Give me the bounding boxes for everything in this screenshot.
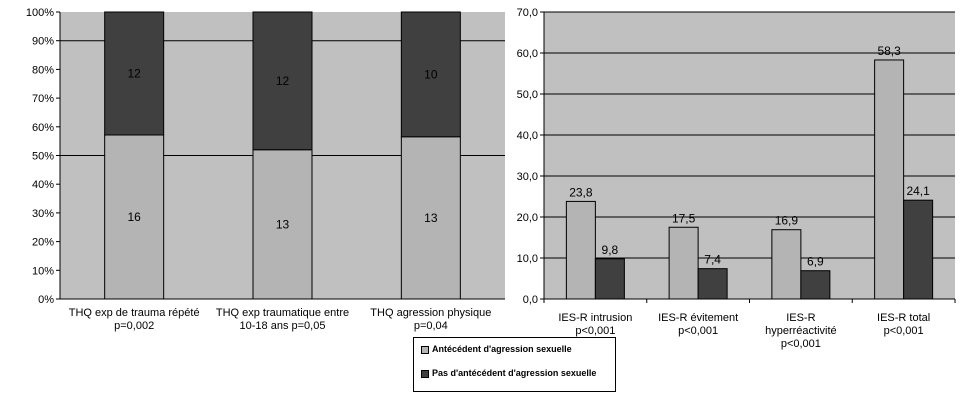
- category-label: p<0,001: [781, 338, 821, 350]
- category-label: p=0,04: [414, 320, 448, 332]
- data-label: 24,1: [906, 184, 930, 198]
- category-label: 10-18 ans p=0,05: [240, 320, 326, 332]
- data-label: 10: [424, 67, 438, 81]
- category-label: hyperréactivité: [765, 325, 837, 337]
- data-label: 12: [276, 74, 290, 88]
- category-label: p<0,001: [884, 325, 924, 337]
- y-tick-label: 10%: [32, 265, 54, 277]
- bar-with-history: [565, 200, 596, 300]
- category-label: IES-R total: [877, 312, 930, 324]
- data-label: 12: [127, 67, 141, 81]
- bar-without-history: [903, 199, 934, 300]
- y-tick-label: 40,0: [517, 130, 538, 142]
- y-tick-label: 20%: [32, 237, 54, 249]
- data-label: 13: [276, 217, 290, 231]
- legend-label: Antécédent d'agression sexuelle: [432, 344, 572, 354]
- bar-without-history: [594, 258, 625, 300]
- y-tick-label: 60,0: [517, 48, 538, 60]
- data-label: 6,9: [807, 255, 824, 269]
- y-tick-label: 50%: [32, 151, 54, 163]
- data-label: 58,3: [877, 44, 901, 58]
- y-tick-label: 10,0: [517, 253, 538, 265]
- y-tick-label: 0%: [38, 294, 54, 306]
- bar-without-history: [800, 270, 831, 300]
- category-label: p<0,001: [678, 325, 718, 337]
- y-tick-label: 70,0: [517, 7, 538, 19]
- y-tick-label: 60%: [32, 122, 54, 134]
- y-tick-label: 100%: [26, 7, 54, 19]
- category-label: IES-R intrusion: [558, 312, 632, 324]
- category-label: IES-R: [786, 312, 815, 324]
- y-tick-label: 30,0: [517, 171, 538, 183]
- stacked-percent-chart: 0% 10% 20% 30% 40% 50% 60% 70% 80% 90% 100% 16 12 THQ…: [26, 7, 505, 332]
- category-label: THQ agression physique: [370, 307, 491, 319]
- y-tick-label: 70%: [32, 93, 54, 105]
- data-label: 23,8: [569, 185, 593, 199]
- legend-swatch-light: [421, 346, 429, 354]
- bar-segment-without-history: [252, 11, 313, 151]
- bar-with-history: [668, 226, 699, 300]
- bar-segment-without-history: [104, 11, 165, 136]
- data-label: 16: [127, 210, 141, 224]
- data-label: 13: [424, 211, 438, 225]
- legend: Antécédent d'agression sexuelle Pas d'an…: [413, 337, 616, 392]
- data-label: 9,8: [602, 243, 619, 257]
- bar-without-history: [697, 268, 728, 300]
- bar-with-history: [874, 59, 905, 300]
- bar-segment-without-history: [400, 11, 461, 138]
- category-label: THQ exp traumatique entre: [216, 307, 349, 319]
- legend-swatch-dark: [421, 370, 429, 378]
- ies-r-bar-chart: 0,0 10,0 20,0 30,0 40,0 50,0 60,0 70,0 23,8 9,8 IE…: [517, 7, 956, 350]
- legend-item-with-history: Antécédent d'agression sexuelle: [421, 344, 612, 355]
- data-label: 17,5: [672, 211, 696, 225]
- y-tick-label: 40%: [32, 179, 54, 191]
- data-label: 7,4: [704, 253, 721, 267]
- y-tick-label: 80%: [32, 64, 54, 76]
- data-label: 16,9: [775, 214, 799, 228]
- category-label: p=0,002: [114, 320, 154, 332]
- category-label: IES-R évitement: [658, 312, 738, 324]
- y-tick-label: 30%: [32, 208, 54, 220]
- bar-with-history: [771, 229, 802, 300]
- y-tick-label: 90%: [32, 36, 54, 48]
- bar-segment-with-history: [400, 136, 461, 300]
- y-tick-label: 20,0: [517, 212, 538, 224]
- y-tick-label: 0,0: [523, 294, 538, 306]
- category-label: p<0,001: [575, 325, 615, 337]
- legend-item-without-history: Pas d'antécédent d'agression sexuelle: [421, 368, 612, 379]
- legend-label: Pas d'antécédent d'agression sexuelle: [432, 368, 597, 378]
- y-tick-label: 50,0: [517, 89, 538, 101]
- category-label: THQ exp de trauma répété: [69, 307, 200, 319]
